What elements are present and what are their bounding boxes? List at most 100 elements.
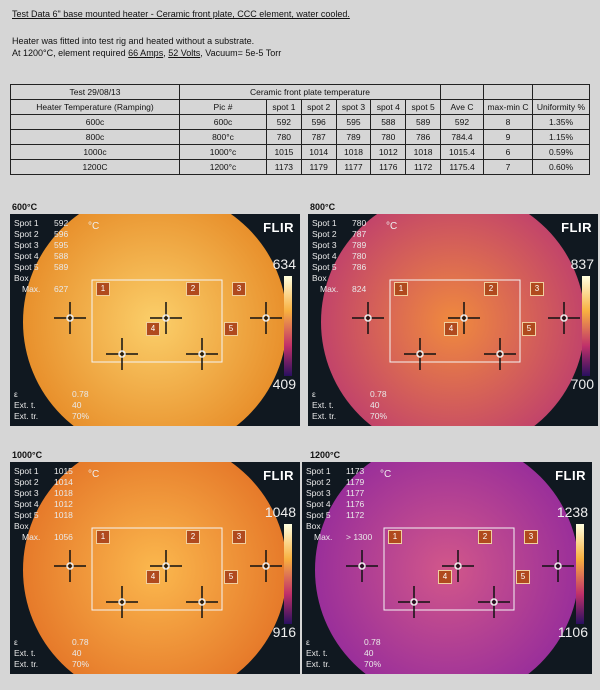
- cell-spot: 1172: [405, 159, 441, 175]
- col-header: Ave C: [440, 99, 484, 115]
- spot-marker: 3: [530, 282, 544, 296]
- spot-crosshair: [186, 338, 218, 370]
- measure-box: [383, 527, 515, 611]
- cell-spot: 1176: [370, 159, 407, 175]
- spot-value: 1015: [54, 466, 73, 476]
- box-label: Box: [312, 273, 327, 283]
- ext-temp-value: 40: [72, 400, 82, 410]
- spot-crosshair: [250, 550, 282, 582]
- section-title-1000: 1000°C: [12, 450, 43, 460]
- spot-readout: Spot 3 789: [312, 240, 366, 251]
- emissivity-label: ε: [306, 637, 310, 647]
- unit-label: °C: [88, 221, 100, 232]
- test-label: Test 29/08/13: [10, 84, 180, 100]
- spot-crosshair: [54, 550, 86, 582]
- ext-temp-value: 40: [370, 400, 380, 410]
- spot-crosshair: [548, 302, 580, 334]
- spot-readout: Spot 2 596: [14, 229, 68, 240]
- cell-spot: 1014: [300, 144, 337, 160]
- table-row: 1000c 1000°c 1015 1014 1018 1012 1018 10…: [10, 144, 590, 160]
- max-value: > 1300: [346, 532, 373, 542]
- test-data-table: Test 29/08/13 Ceramic front plate temper…: [10, 84, 590, 175]
- spot-marker: 1: [394, 282, 408, 296]
- intro-sep-1: ,: [163, 48, 169, 58]
- max-value: 627: [54, 284, 69, 294]
- box-max: Max. 1056: [14, 532, 73, 543]
- color-scale-bar: [582, 276, 590, 376]
- box-label: Box: [14, 273, 29, 283]
- ext-trans-value: 70%: [72, 411, 90, 421]
- cell-spot: 1012: [370, 144, 407, 160]
- box-max: Max. 824: [312, 284, 366, 295]
- measure-box: [389, 279, 521, 363]
- spot-label: Spot 5: [14, 510, 39, 520]
- spot-marker: 4: [444, 322, 458, 336]
- spot-crosshair: [484, 338, 516, 370]
- flir-logo: FLIR: [561, 220, 592, 235]
- cell-spot: 595: [335, 114, 372, 130]
- spot-label: Spot 5: [306, 510, 331, 520]
- max-label: Max.: [22, 532, 41, 542]
- table-row: 1200C 1200°c 1173 1179 1177 1176 1172 11…: [10, 159, 590, 175]
- scale-max: 634: [272, 256, 296, 272]
- col-heater: Heater Temperature (Ramping): [10, 99, 180, 115]
- spot-crosshair: [150, 550, 182, 582]
- cell-heater: 1200C: [10, 159, 180, 175]
- spot-label: Spot 5: [312, 262, 337, 272]
- spot-readout: Spot 5 786: [312, 262, 366, 273]
- spot-crosshair: [352, 302, 384, 334]
- spot-readout: Spot 4 1176: [306, 499, 372, 510]
- spot-readout: Spot 4 588: [14, 251, 68, 262]
- spot-value: 1173: [346, 466, 365, 476]
- cell-pic: 1000°c: [179, 144, 267, 160]
- spot-marker: 2: [484, 282, 498, 296]
- emissivity-label: ε: [14, 637, 18, 647]
- spot-readouts: Spot 1 1015 Spot 2 1014 Spot 3 1018 Spot 4 1012…: [14, 466, 73, 543]
- spot-value: 1018: [54, 510, 73, 520]
- spot-value: 1014: [54, 477, 73, 487]
- spot-crosshair: [106, 338, 138, 370]
- section-title-1200: 1200°C: [310, 450, 341, 460]
- intro-prefix: At 1200°C, element required: [12, 48, 129, 58]
- emissivity-value: 0.78: [72, 389, 89, 399]
- spot-crosshair: [250, 302, 282, 334]
- flir-logo: FLIR: [555, 468, 586, 483]
- spot-readout: Spot 1 592: [14, 218, 68, 229]
- spot-marker: 2: [478, 530, 492, 544]
- spot-readout: Spot 4 780: [312, 251, 366, 262]
- cell-spot: 1018: [335, 144, 372, 160]
- spot-readout: Spot 5 1172: [306, 510, 372, 521]
- cell-ave: 1175.4: [440, 159, 484, 175]
- spot-label: Spot 1: [14, 466, 39, 476]
- thermal-plate: [315, 462, 584, 674]
- spot-label: Spot 4: [312, 251, 337, 261]
- ext-trans-value: 70%: [364, 659, 382, 669]
- spot-marker: 5: [522, 322, 536, 336]
- spot-marker: 3: [524, 530, 538, 544]
- spot-readout: Spot 1 780: [312, 218, 366, 229]
- spot-label: Spot 2: [306, 477, 331, 487]
- emissivity-value: 0.78: [364, 637, 381, 647]
- thermal-plate: [23, 214, 292, 426]
- spot-value: 786: [352, 262, 367, 272]
- cell-spot: 1015: [266, 144, 302, 160]
- spot-marker: 5: [516, 570, 530, 584]
- max-value: 824: [352, 284, 367, 294]
- ext-temp-label: Ext. t.: [312, 400, 334, 410]
- thermal-image-1200: Spot 1 1173 Spot 2 1179 Spot 3 1177 Spot 4 1176…: [302, 462, 592, 674]
- spot-crosshair: [54, 302, 86, 334]
- measure-box: [91, 527, 223, 611]
- unit-label: °C: [380, 469, 392, 480]
- box-max: Max. 627: [14, 284, 68, 295]
- cell-spot: 1173: [266, 159, 302, 175]
- cell-heater: 600c: [10, 114, 180, 130]
- spot-value: 780: [352, 218, 367, 228]
- spot-marker: 1: [388, 530, 402, 544]
- spot-crosshair: [346, 550, 378, 582]
- spot-marker: 2: [186, 282, 200, 296]
- spot-marker: 4: [146, 322, 160, 336]
- spot-crosshair: [448, 302, 480, 334]
- page-title: Test Data 6" base mounted heater - Ceram…: [12, 9, 350, 19]
- spot-marker: 5: [224, 322, 238, 336]
- col-header: spot 3: [335, 99, 372, 115]
